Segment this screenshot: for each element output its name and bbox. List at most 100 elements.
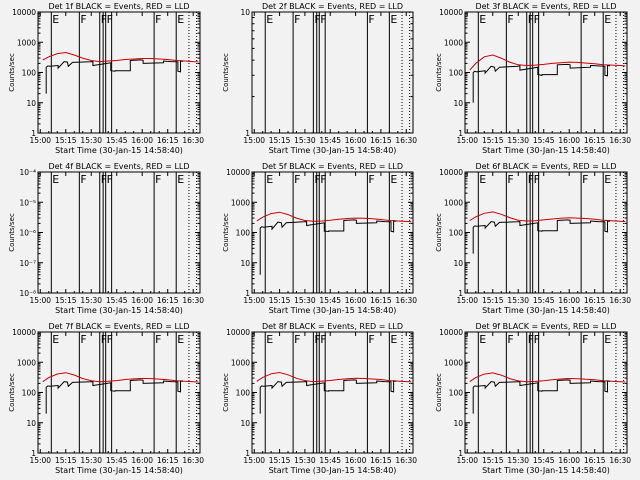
x-tick-label: 15:15: [482, 456, 504, 465]
x-tick-label: 16:15: [157, 296, 179, 305]
x-tick-label: 16:00: [558, 456, 580, 465]
flag-label: E: [479, 333, 486, 346]
x-tick-label: 16:30: [395, 296, 417, 305]
panel-title: Det 1f BLACK = Events, RED = LLD: [48, 2, 189, 11]
flag-label: E: [52, 13, 59, 26]
y-tick-label: 1000: [444, 38, 463, 47]
flag-label: F: [294, 13, 300, 26]
flag-label: F: [107, 173, 113, 186]
y-tick-label: 100: [22, 389, 37, 398]
y-tick-label: 10000: [12, 8, 36, 17]
x-tick-label: 16:00: [345, 456, 367, 465]
x-tick-label: 15:15: [482, 296, 504, 305]
flag-label: F: [368, 173, 374, 186]
y-tick-label: 10: [453, 419, 463, 428]
flag-label: E: [390, 173, 397, 186]
lld-series-line: [469, 372, 626, 383]
flag-label: F: [80, 173, 86, 186]
x-tick-label: 16:00: [131, 136, 153, 145]
y-tick-label: 10: [26, 419, 36, 428]
panel-1: E F F F F E15:00 15:15 15:30 15:45 16:00 16:15 16:3…: [8, 2, 204, 155]
panel-title: Det 5f BLACK = Events, RED = LLD: [262, 162, 403, 171]
y-tick-label: 100: [449, 389, 464, 398]
flag-label: E: [390, 333, 397, 346]
x-tick-label: 15:00: [243, 456, 265, 465]
x-tick-label: 15:00: [29, 136, 51, 145]
x-tick-label: 15:00: [456, 296, 478, 305]
events-series-line: [259, 219, 397, 275]
plot-frame: [251, 171, 414, 294]
y-tick-label: 10: [240, 8, 250, 17]
y-tick-label: 100: [22, 69, 37, 78]
flag-label: E: [266, 13, 273, 26]
plot-frame: [37, 171, 201, 294]
flag-label: F: [314, 13, 320, 26]
flag-label: F: [294, 333, 300, 346]
plot-frame: [251, 11, 414, 134]
x-tick-label: 15:15: [55, 296, 77, 305]
plot-frame: [37, 331, 201, 454]
x-axis-label: Start Time (30-Jan-15 14:58:40): [269, 306, 397, 315]
flag-label: E: [390, 13, 397, 26]
panel-title: Det 9f BLACK = Events, RED = LLD: [475, 322, 616, 331]
x-tick-label: 15:45: [319, 136, 341, 145]
x-tick-label: 15:15: [55, 136, 77, 145]
y-tick-label: 10: [453, 259, 463, 268]
x-tick-label: 16:30: [182, 296, 204, 305]
x-tick-label: 16:15: [584, 136, 606, 145]
flag-label: F: [507, 333, 513, 346]
lld-series-line: [42, 51, 199, 63]
x-axis-label: Start Time (30-Jan-15 14:58:40): [55, 306, 183, 315]
flag-label: E: [52, 173, 59, 186]
flag-label: F: [320, 333, 326, 346]
panel-title: Det 6f BLACK = Events, RED = LLD: [475, 162, 616, 171]
flag-label: F: [507, 173, 513, 186]
events-series-line: [472, 63, 611, 103]
flag-label: F: [101, 333, 107, 346]
flag-label: F: [534, 173, 540, 186]
x-tick-label: 15:30: [80, 296, 102, 305]
x-tick-label: 15:30: [294, 456, 316, 465]
flag-label: E: [479, 13, 486, 26]
y-tick-label: 1000: [17, 358, 36, 367]
x-tick-label: 15:45: [106, 296, 128, 305]
flag-label: F: [294, 173, 300, 186]
lld-series-line: [256, 211, 412, 223]
panel-7: E F F F F E15:00 15:15 15:30 15:45 16:00 16:15 16:3…: [8, 322, 204, 475]
y-axis-label: Counts/sec: [8, 373, 16, 412]
events-series-line: [259, 379, 397, 414]
x-tick-label: 16:15: [157, 136, 179, 145]
flag-label: E: [177, 173, 184, 186]
x-tick-label: 15:15: [269, 296, 291, 305]
flag-label: F: [368, 333, 374, 346]
flag-label: E: [52, 333, 59, 346]
flag-label: F: [582, 333, 588, 346]
panel-5: E F F F F E15:00 15:15 15:30 15:45 16:00 16:15 16:3…: [222, 162, 417, 315]
x-tick-label: 16:30: [609, 136, 631, 145]
flag-label: F: [155, 173, 161, 186]
x-tick-label: 16:15: [370, 136, 392, 145]
flag-label: E: [177, 13, 184, 26]
flag-label: E: [604, 173, 611, 186]
x-axis-label: Start Time (30-Jan-15 14:58:40): [55, 466, 183, 475]
y-tick-label: 1: [245, 129, 250, 138]
flag-label: F: [534, 333, 540, 346]
y-axis-label: Counts/sec: [8, 53, 16, 92]
flag-label: F: [582, 13, 588, 26]
lld-series-line: [469, 211, 626, 223]
x-tick-label: 15:45: [319, 456, 341, 465]
y-tick-label: 1: [458, 129, 463, 138]
x-tick-label: 16:15: [370, 456, 392, 465]
flag-label: F: [101, 173, 107, 186]
y-tick-label: 10000: [226, 168, 250, 177]
y-tick-label: 1000: [231, 198, 250, 207]
y-axis-label: Counts/sec: [435, 373, 443, 412]
x-tick-label: 16:15: [584, 456, 606, 465]
flag-label: F: [528, 333, 534, 346]
